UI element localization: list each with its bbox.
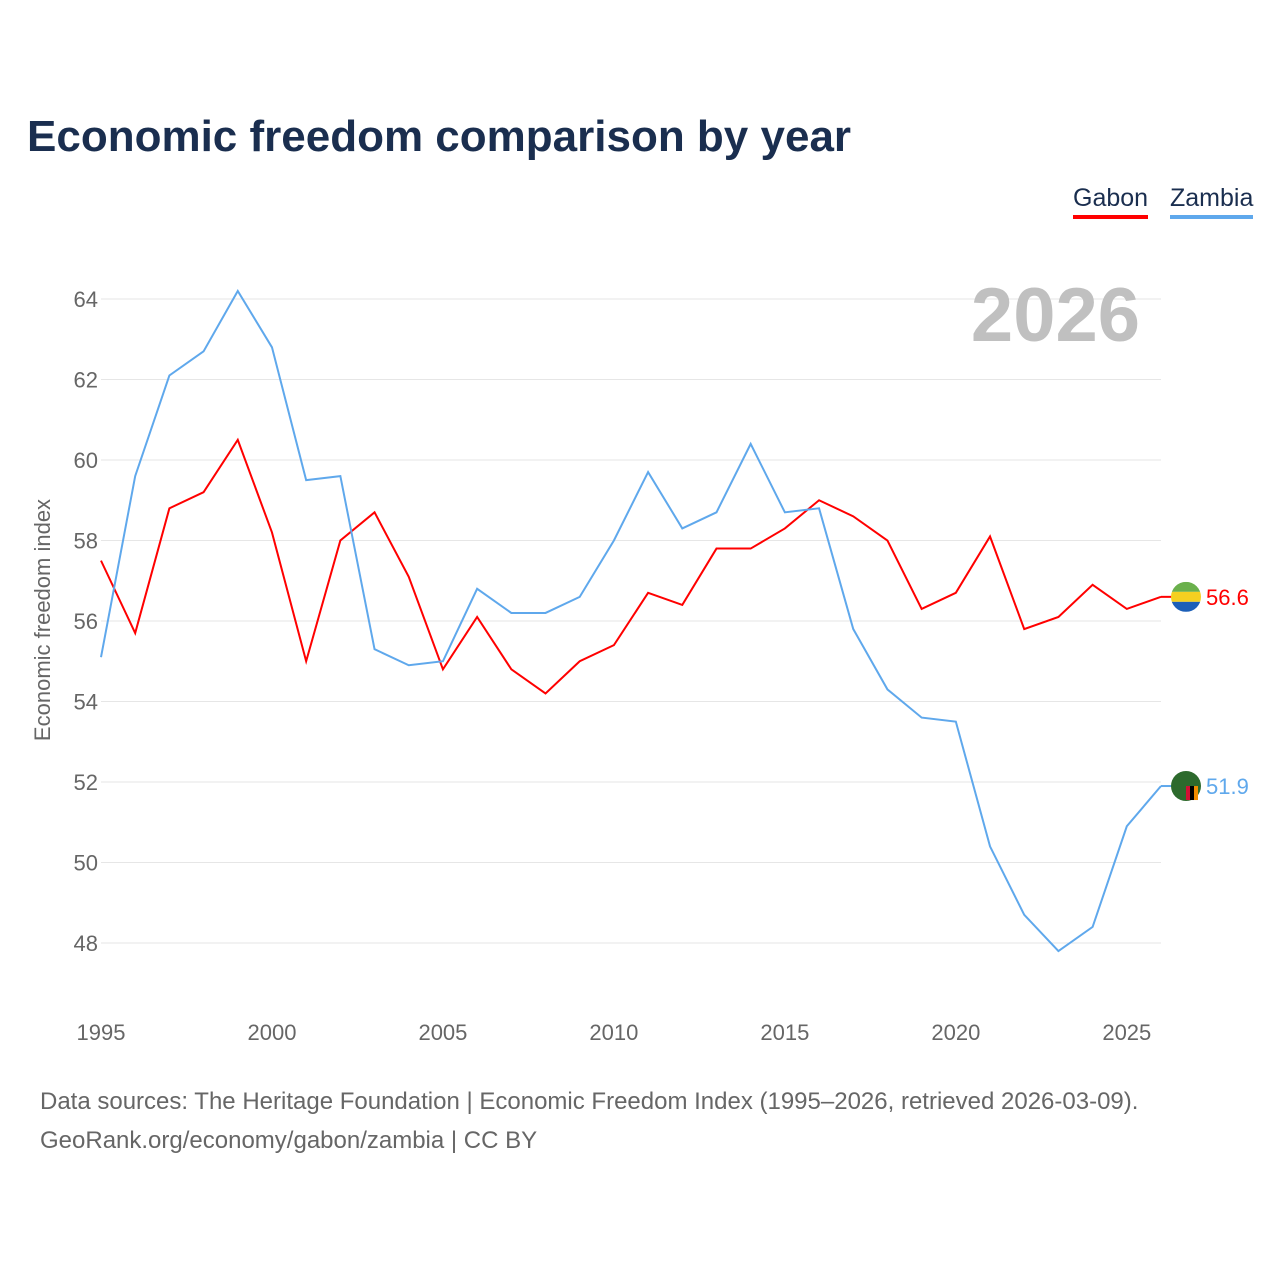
source-url[interactable]: GeoRank.org/economy/gabon/zambia | CC BY bbox=[40, 1127, 538, 1154]
y-tick-label: 52 bbox=[74, 770, 98, 795]
series-line-zambia bbox=[100, 288, 1162, 953]
y-tick-label: 54 bbox=[74, 690, 98, 715]
source-text: Data sources: The Heritage Foundation | … bbox=[40, 1088, 1139, 1115]
y-tick-label: 50 bbox=[74, 851, 98, 876]
y-tick-label: 56 bbox=[74, 609, 98, 634]
legend-gabon[interactable]: Gabon bbox=[1073, 184, 1149, 219]
x-tick-label: 2000 bbox=[247, 1020, 296, 1045]
end-value-label: 56.6 bbox=[1206, 585, 1249, 610]
y-tick-label: 64 bbox=[74, 287, 98, 312]
zambia-flag-icon bbox=[1190, 786, 1194, 801]
gabon-flag-icon bbox=[1171, 591, 1201, 602]
y-tick-label: 58 bbox=[74, 529, 98, 554]
x-tick-label: 1995 bbox=[77, 1020, 126, 1045]
y-tick-label: 62 bbox=[74, 368, 98, 393]
series-line-gabon bbox=[100, 437, 1162, 695]
x-tick-label: 2015 bbox=[760, 1020, 809, 1045]
y-tick-label: 48 bbox=[74, 931, 98, 956]
x-tick-label: 2005 bbox=[418, 1020, 467, 1045]
year-watermark: 2026 bbox=[971, 273, 1140, 358]
gabon-flag-icon bbox=[1171, 601, 1201, 612]
x-tick-label: 2025 bbox=[1102, 1020, 1151, 1045]
zambia-flag-icon bbox=[1194, 786, 1198, 801]
x-tick-label: 2020 bbox=[931, 1020, 980, 1045]
y-tick-label: 60 bbox=[74, 448, 98, 473]
end-value-label: 51.9 bbox=[1206, 774, 1249, 799]
legend-zambia[interactable]: Zambia bbox=[1170, 184, 1254, 219]
zambia-flag-icon bbox=[1186, 786, 1190, 801]
chart-title: Economic freedom comparison by year bbox=[27, 112, 852, 161]
gabon-flag-icon bbox=[1171, 581, 1201, 592]
y-axis-label: Economic freedom index bbox=[30, 499, 55, 741]
x-tick-label: 2010 bbox=[589, 1020, 638, 1045]
